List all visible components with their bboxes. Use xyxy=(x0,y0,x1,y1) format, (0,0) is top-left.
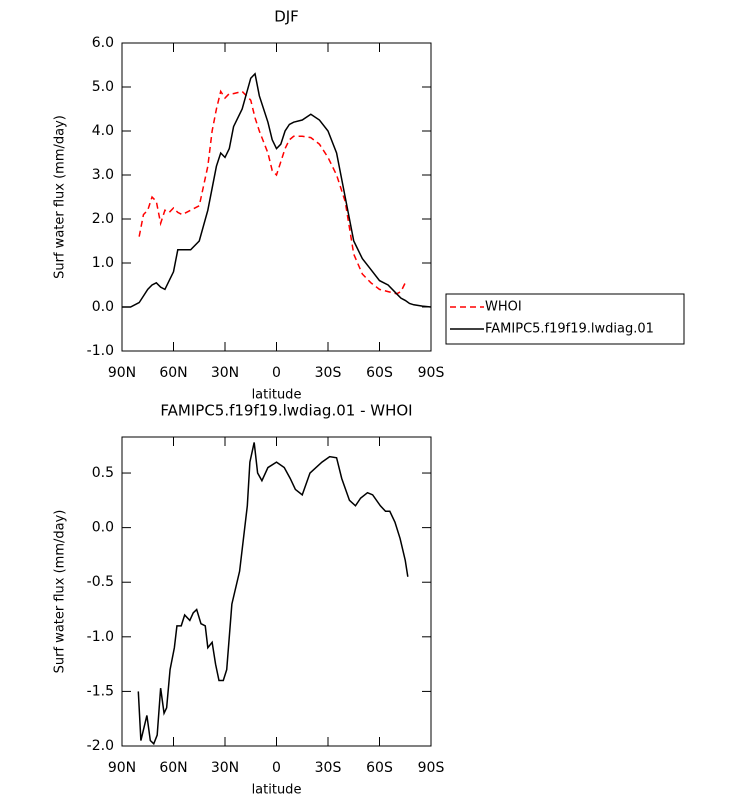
x-tick-label: 90S xyxy=(418,365,445,381)
y-tick-label: -1.0 xyxy=(87,343,114,359)
plot-frame xyxy=(121,436,432,747)
chart-title: FAMIPC5.f19f19.lwdiag.01 - WHOI xyxy=(160,402,412,420)
x-tick-label: 0 xyxy=(272,365,281,381)
x-tick-label: 60N xyxy=(159,760,187,776)
x-axis-label: latitude xyxy=(252,388,302,403)
x-axis-label: latitude xyxy=(252,783,302,798)
data-line xyxy=(138,89,406,295)
plot-frame xyxy=(121,42,432,352)
y-tick-label: 1.0 xyxy=(92,255,114,271)
y-tick-label: 3.0 xyxy=(92,167,114,183)
x-tick-label: 90N xyxy=(108,760,136,776)
y-tick-label: -0.5 xyxy=(87,574,114,590)
x-tick-label: 30S xyxy=(315,365,342,381)
x-tick-label: 90S xyxy=(418,760,445,776)
legend-label: FAMIPC5.f19f19.lwdiag.01 xyxy=(485,322,654,337)
y-axis-label: Surf water flux (mm/day) xyxy=(53,115,68,279)
legend-label: WHOI xyxy=(485,300,522,315)
y-tick-label: -1.0 xyxy=(87,629,114,645)
x-tick-label: 0 xyxy=(272,760,281,776)
x-tick-label: 60S xyxy=(366,365,393,381)
y-tick-label: 6.0 xyxy=(92,35,114,51)
x-tick-label: 60S xyxy=(366,760,393,776)
chart-title: DJF xyxy=(274,8,299,26)
data-line xyxy=(137,442,409,746)
x-tick-label: 90N xyxy=(108,365,136,381)
y-tick-label: 2.0 xyxy=(92,211,114,227)
y-tick-label: 0.0 xyxy=(92,520,114,536)
y-tick-label: -1.5 xyxy=(87,683,114,699)
x-tick-label: 60N xyxy=(159,365,187,381)
y-tick-label: 4.0 xyxy=(92,123,114,139)
y-axis-label: Surf water flux (mm/day) xyxy=(53,510,68,674)
y-tick-label: -2.0 xyxy=(87,738,114,754)
y-tick-label: 0.0 xyxy=(92,299,114,315)
x-tick-label: 30S xyxy=(315,760,342,776)
x-tick-label: 30N xyxy=(211,760,239,776)
x-tick-label: 30N xyxy=(211,365,239,381)
y-tick-label: 5.0 xyxy=(92,79,114,95)
legend-box xyxy=(445,293,685,345)
data-line xyxy=(122,72,432,308)
y-tick-label: 0.5 xyxy=(92,465,114,481)
